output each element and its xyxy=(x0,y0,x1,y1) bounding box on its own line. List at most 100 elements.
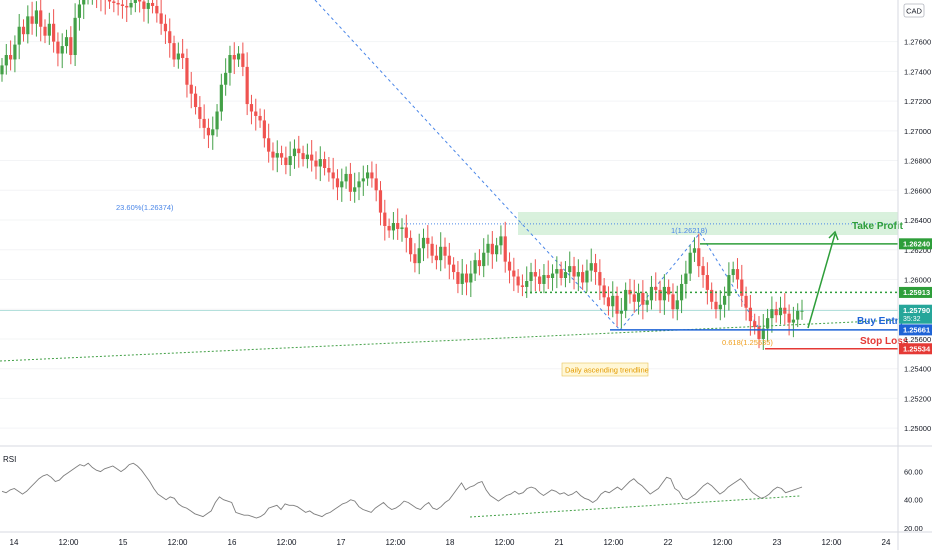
y-tick-label: 1.26000 xyxy=(904,275,931,284)
candle-body xyxy=(705,275,709,290)
candle-body xyxy=(21,26,26,35)
candle-body xyxy=(146,2,150,9)
y-tick-label: 1.27200 xyxy=(904,97,931,106)
candle-body xyxy=(658,289,662,301)
candle-body xyxy=(211,129,215,136)
rsi-axis[interactable]: 60.00 40.00 20.00 xyxy=(904,468,923,533)
candle-body xyxy=(198,107,202,119)
x-tick-label: 12:00 xyxy=(167,538,188,547)
candle-body xyxy=(387,225,391,231)
candle-body xyxy=(142,1,146,9)
candle-body xyxy=(727,275,731,296)
candle-body xyxy=(69,37,73,56)
candle-body xyxy=(718,304,722,310)
candle-body xyxy=(163,23,168,32)
candle-body xyxy=(731,269,735,276)
projection-arrow xyxy=(807,230,839,329)
candle-body xyxy=(60,46,64,54)
rsi-tick-label: 40.00 xyxy=(904,496,923,505)
candle-body xyxy=(761,328,765,339)
candle-body xyxy=(477,260,482,267)
candle-body xyxy=(206,127,211,136)
y-tick-label: 1.27600 xyxy=(904,38,931,47)
candle-body xyxy=(348,173,352,192)
candle-body xyxy=(301,153,305,160)
candle-body xyxy=(284,157,288,166)
candle-body xyxy=(202,118,206,128)
price-badge xyxy=(899,304,932,324)
candle-body xyxy=(245,66,249,105)
candle-body xyxy=(305,154,309,160)
candle-body xyxy=(563,272,568,279)
candle-body xyxy=(434,255,439,261)
candle-body xyxy=(249,104,254,112)
candle-body xyxy=(473,260,477,274)
countdown-label: 35:32 xyxy=(903,316,921,323)
candle-body xyxy=(538,276,542,284)
candle-body xyxy=(753,321,757,328)
candle-body xyxy=(228,55,232,73)
candle-body xyxy=(611,295,615,307)
candle-body xyxy=(271,151,275,158)
candle-body xyxy=(43,26,47,36)
price-badge-label: 1.25913 xyxy=(903,288,930,297)
candle-body xyxy=(138,0,142,2)
candle-body xyxy=(469,273,473,283)
price-badge-label: 1.25534 xyxy=(903,344,931,353)
candle-body xyxy=(602,285,606,298)
harmonic-leg-2 xyxy=(699,232,761,331)
y-tick-label: 1.27000 xyxy=(904,127,931,136)
candle-body xyxy=(482,252,486,267)
candle-body xyxy=(735,269,740,280)
price-badge xyxy=(899,343,932,355)
candle-body xyxy=(344,173,348,182)
candle-body xyxy=(112,1,116,3)
candle-body xyxy=(598,272,602,286)
candle-body xyxy=(56,41,60,54)
price-badge-label: 1.25790 xyxy=(903,306,930,315)
candle-body xyxy=(430,243,434,256)
candle-body xyxy=(26,16,30,35)
candle-body xyxy=(559,269,563,279)
candle-body xyxy=(129,2,133,8)
candle-body xyxy=(796,310,800,320)
candle-body xyxy=(619,310,623,314)
candle-body xyxy=(34,10,39,24)
candle-body xyxy=(692,248,697,253)
candle-body xyxy=(353,187,357,192)
rsi-tick-label: 60.00 xyxy=(904,468,923,477)
y-tick-label: 1.26400 xyxy=(904,216,931,225)
candle-body xyxy=(778,307,783,316)
x-tick-label: 14 xyxy=(10,538,19,547)
daily-ascending-trendline xyxy=(0,319,899,362)
candle-body xyxy=(456,272,460,284)
time-axis[interactable]: 14 12:00 15 12:00 16 12:00 17 12:00 18 12:00 21 12:… xyxy=(10,538,891,547)
candle-body xyxy=(615,295,619,314)
x-tick-label: 12:00 xyxy=(276,538,297,547)
candle-body xyxy=(546,275,550,279)
candle-body xyxy=(645,300,649,305)
candle-body xyxy=(452,264,456,273)
candle-body xyxy=(168,31,172,44)
candle-body xyxy=(576,272,580,277)
candle-body xyxy=(327,167,331,173)
candle-body xyxy=(507,261,512,271)
price-badge-label: 1.25661 xyxy=(903,326,930,335)
candle-body xyxy=(740,279,744,296)
candle-body xyxy=(73,17,77,56)
fib-0-618-label: 0.618(1.25535) xyxy=(722,338,773,347)
currency-badge[interactable]: CAD xyxy=(903,3,925,18)
candle-body xyxy=(443,246,447,256)
price-badge xyxy=(899,286,932,298)
x-tick-label: 12:00 xyxy=(494,538,515,547)
candle-body xyxy=(662,286,666,301)
candle-body xyxy=(310,154,314,161)
y-tick-label: 1.26600 xyxy=(904,186,931,195)
candle-body xyxy=(288,156,292,166)
candle-body xyxy=(585,270,589,283)
candle-body xyxy=(701,266,705,276)
x-tick-label: 24 xyxy=(882,538,891,547)
stop-loss-label: Stop Loss xyxy=(860,336,909,347)
candle-body xyxy=(770,309,774,319)
